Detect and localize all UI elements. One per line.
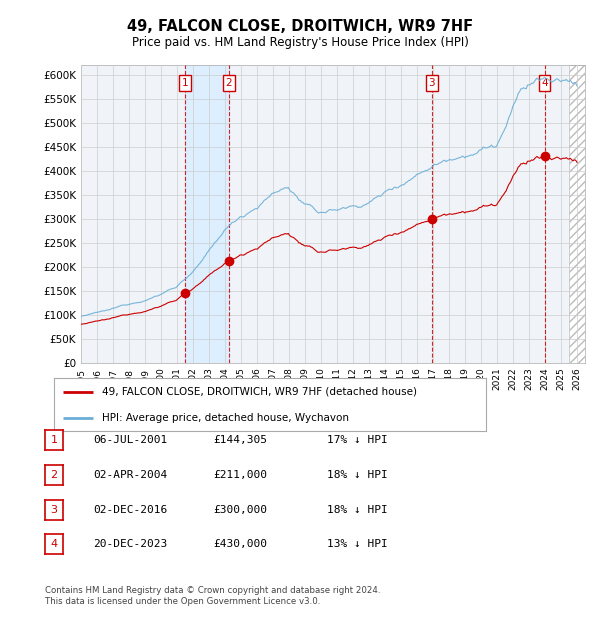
Text: 4: 4 bbox=[50, 539, 58, 549]
Text: 2: 2 bbox=[226, 78, 232, 88]
Text: Price paid vs. HM Land Registry's House Price Index (HPI): Price paid vs. HM Land Registry's House … bbox=[131, 36, 469, 48]
Text: HPI: Average price, detached house, Wychavon: HPI: Average price, detached house, Wych… bbox=[101, 414, 349, 423]
Text: 2: 2 bbox=[50, 470, 58, 480]
Text: 17% ↓ HPI: 17% ↓ HPI bbox=[327, 435, 388, 445]
Text: 1: 1 bbox=[50, 435, 58, 445]
Text: 06-JUL-2001: 06-JUL-2001 bbox=[93, 435, 167, 445]
Text: £211,000: £211,000 bbox=[213, 470, 267, 480]
Bar bbox=[569, 65, 585, 363]
Text: 18% ↓ HPI: 18% ↓ HPI bbox=[327, 505, 388, 515]
Text: 18% ↓ HPI: 18% ↓ HPI bbox=[327, 470, 388, 480]
Text: £144,305: £144,305 bbox=[213, 435, 267, 445]
Text: 3: 3 bbox=[428, 78, 435, 88]
Text: 4: 4 bbox=[541, 78, 548, 88]
Text: 02-DEC-2016: 02-DEC-2016 bbox=[93, 505, 167, 515]
Text: 20-DEC-2023: 20-DEC-2023 bbox=[93, 539, 167, 549]
Text: 3: 3 bbox=[50, 505, 58, 515]
Text: Contains HM Land Registry data © Crown copyright and database right 2024.
This d: Contains HM Land Registry data © Crown c… bbox=[45, 585, 380, 606]
Bar bbox=[569, 65, 585, 363]
Text: 49, FALCON CLOSE, DROITWICH, WR9 7HF (detached house): 49, FALCON CLOSE, DROITWICH, WR9 7HF (de… bbox=[101, 387, 416, 397]
Text: £300,000: £300,000 bbox=[213, 505, 267, 515]
Text: £430,000: £430,000 bbox=[213, 539, 267, 549]
Text: 49, FALCON CLOSE, DROITWICH, WR9 7HF: 49, FALCON CLOSE, DROITWICH, WR9 7HF bbox=[127, 19, 473, 33]
Text: 13% ↓ HPI: 13% ↓ HPI bbox=[327, 539, 388, 549]
Bar bbox=[185, 65, 229, 363]
Text: 1: 1 bbox=[182, 78, 188, 88]
Text: 02-APR-2004: 02-APR-2004 bbox=[93, 470, 167, 480]
